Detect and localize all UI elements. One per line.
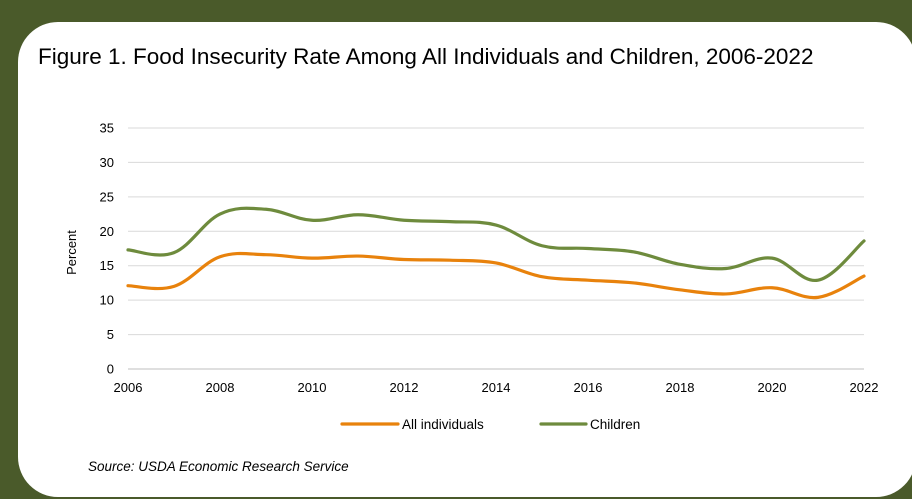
chart-title: Figure 1. Food Insecurity Rate Among All… <box>38 44 814 69</box>
y-tick-label: 15 <box>100 258 114 273</box>
legend: All individuals Children <box>340 417 640 432</box>
x-tick-label: 2006 <box>114 380 143 395</box>
x-tick-label: 2012 <box>390 380 419 395</box>
x-tick-label: 2014 <box>482 380 511 395</box>
y-tick-labels: 0 5 10 15 20 25 30 35 <box>100 121 114 377</box>
y-tick-label: 10 <box>100 293 114 308</box>
y-tick-label: 5 <box>107 327 114 342</box>
x-tick-labels: 2006 2008 2010 2012 2014 2016 2018 2020 2022 <box>114 380 879 395</box>
x-tick-label: 2018 <box>666 380 695 395</box>
y-tick-label: 25 <box>100 189 114 204</box>
x-tick-label: 2010 <box>298 380 327 395</box>
legend-label: All individuals <box>402 417 484 432</box>
x-tick-label: 2016 <box>574 380 603 395</box>
y-axis-label: Percent <box>64 230 79 275</box>
source-note: Source: USDA Economic Research Service <box>88 459 349 474</box>
y-tick-label: 35 <box>100 121 114 136</box>
legend-label: Children <box>590 417 640 432</box>
y-tick-label: 30 <box>100 155 114 170</box>
x-tick-label: 2008 <box>206 380 235 395</box>
series-line-children <box>126 206 866 282</box>
y-tick-label: 20 <box>100 224 114 239</box>
series-lines <box>126 206 866 300</box>
gridlines <box>128 127 864 336</box>
series-line-all-individuals <box>126 251 866 300</box>
x-tick-label: 2022 <box>850 380 879 395</box>
y-tick-label: 0 <box>107 362 114 377</box>
x-tick-label: 2020 <box>758 380 787 395</box>
